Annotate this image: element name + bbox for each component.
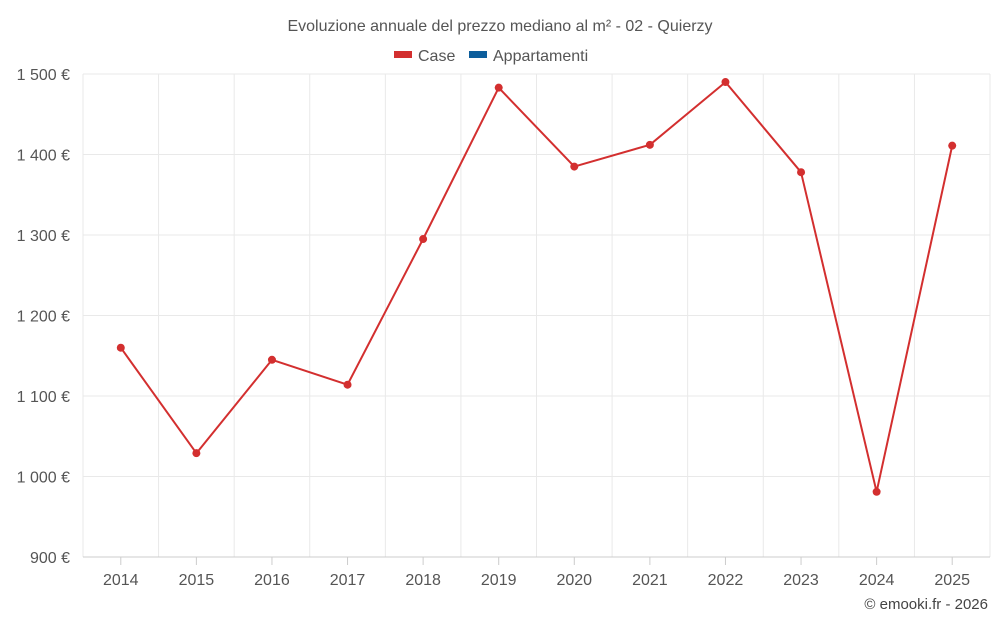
x-tick-label: 2022 xyxy=(708,572,744,589)
x-tick-label: 2020 xyxy=(556,572,592,589)
x-tick-label: 2014 xyxy=(103,572,139,589)
data-point[interactable] xyxy=(570,162,579,171)
x-tick-label: 2016 xyxy=(254,572,290,589)
x-tick-label: 2017 xyxy=(330,572,366,589)
y-tick-label: 1 500 € xyxy=(17,67,70,84)
data-point[interactable] xyxy=(645,140,654,149)
y-tick-label: 900 € xyxy=(30,550,70,567)
data-point[interactable] xyxy=(116,343,125,352)
legend-item-case[interactable]: Case xyxy=(394,48,455,65)
y-tick-label: 1 000 € xyxy=(17,470,70,487)
x-tick-label: 2015 xyxy=(179,572,215,589)
credit-text: © emooki.fr - 2026 xyxy=(864,596,988,613)
y-tick-label: 1 100 € xyxy=(17,389,70,406)
legend-swatch-case xyxy=(394,51,412,58)
legend-label-case: Case xyxy=(418,48,455,65)
data-point[interactable] xyxy=(267,355,276,364)
y-tick-label: 1 300 € xyxy=(17,228,70,245)
legend: Case Appartamenti xyxy=(394,48,588,65)
data-point[interactable] xyxy=(494,83,503,92)
data-point[interactable] xyxy=(797,168,806,177)
data-point[interactable] xyxy=(343,380,352,389)
series-line-case xyxy=(119,81,954,493)
legend-swatch-appartamenti xyxy=(469,51,487,58)
data-point[interactable] xyxy=(419,235,428,244)
y-tick-label: 1 200 € xyxy=(17,309,70,326)
legend-label-appartamenti: Appartamenti xyxy=(493,48,588,65)
x-tick-label: 2021 xyxy=(632,572,668,589)
x-tick-label: 2023 xyxy=(783,572,819,589)
series-layer xyxy=(116,78,957,496)
x-tick-label: 2019 xyxy=(481,572,517,589)
data-point[interactable] xyxy=(948,141,957,150)
y-axis-ticks: 900 € 1 000 € 1 100 € 1 200 € 1 300 € 1 400 €… xyxy=(17,67,70,567)
x-tick-label: 2025 xyxy=(934,572,970,589)
chart-title: Evoluzione annuale del prezzo mediano al… xyxy=(287,18,712,35)
x-tick-label: 2018 xyxy=(405,572,441,589)
data-point[interactable] xyxy=(721,78,730,87)
data-point[interactable] xyxy=(192,449,201,458)
x-tick-label: 2024 xyxy=(859,572,895,589)
data-point[interactable] xyxy=(872,487,881,496)
x-axis-ticks: 2014 2015 2016 2017 2018 2019 2020 2021 2022 2023… xyxy=(103,557,970,589)
y-tick-label: 1 400 € xyxy=(17,148,70,165)
legend-item-appartamenti[interactable]: Appartamenti xyxy=(469,48,588,65)
